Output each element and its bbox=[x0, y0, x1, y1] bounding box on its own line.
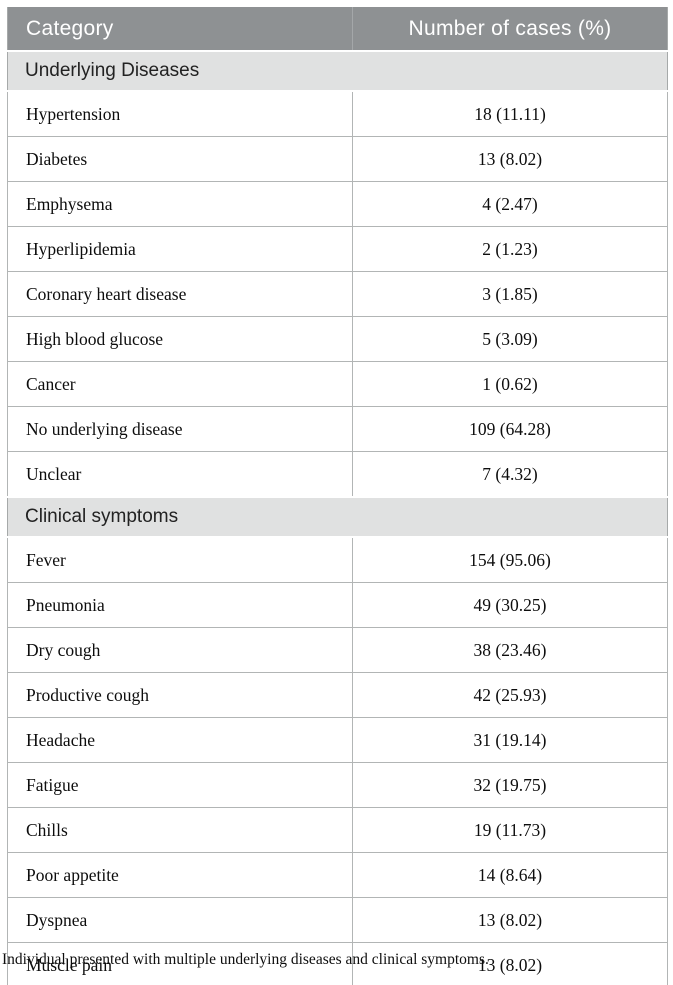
value-cell: 13 (8.02) bbox=[352, 897, 668, 943]
column-header-number-of-cases: Number of cases (%) bbox=[352, 7, 668, 51]
value-cell: 38 (23.46) bbox=[352, 627, 668, 673]
category-cell: No underlying disease bbox=[7, 406, 353, 452]
table-header: Category Number of cases (%) bbox=[7, 7, 668, 51]
table-row: Dry cough 38 (23.46) bbox=[7, 627, 668, 673]
category-cell: Hyperlipidemia bbox=[7, 226, 353, 272]
table-row: Hyperlipidemia 2 (1.23) bbox=[7, 226, 668, 272]
table-row: Chills 19 (11.73) bbox=[7, 807, 668, 853]
column-header-category: Category bbox=[7, 7, 353, 51]
table-row: Muscle pain 13 (8.02) bbox=[7, 942, 668, 985]
table-body: Underlying Diseases Hypertension 18 (11.11… bbox=[7, 50, 668, 985]
table-row: Pneumonia 49 (30.25) bbox=[7, 582, 668, 628]
value-cell: 1 (0.62) bbox=[352, 361, 668, 407]
category-cell: Pneumonia bbox=[7, 582, 353, 628]
value-cell: 32 (19.75) bbox=[352, 762, 668, 808]
table-footnote: Individual presented with multiple under… bbox=[2, 951, 489, 968]
category-cell: Fever bbox=[7, 536, 353, 583]
table-row: Hypertension 18 (11.11) bbox=[7, 90, 668, 137]
category-cell: Dyspnea bbox=[7, 897, 353, 943]
table-row: Fever 154 (95.06) bbox=[7, 536, 668, 583]
value-cell: 13 (8.02) bbox=[352, 942, 668, 985]
table-row: Diabetes 13 (8.02) bbox=[7, 136, 668, 182]
section-title: Underlying Diseases bbox=[7, 50, 668, 92]
value-cell: 7 (4.32) bbox=[352, 451, 668, 498]
category-cell: High blood glucose bbox=[7, 316, 353, 362]
category-cell: Emphysema bbox=[7, 181, 353, 227]
value-cell: 49 (30.25) bbox=[352, 582, 668, 628]
value-cell: 5 (3.09) bbox=[352, 316, 668, 362]
table-row: Emphysema 4 (2.47) bbox=[7, 181, 668, 227]
table-row: Coronary heart disease 3 (1.85) bbox=[7, 271, 668, 317]
category-cell: Hypertension bbox=[7, 90, 353, 137]
header-row: Category Number of cases (%) bbox=[7, 7, 668, 51]
table-row: Dyspnea 13 (8.02) bbox=[7, 897, 668, 943]
table-row: Poor appetite 14 (8.64) bbox=[7, 852, 668, 898]
cases-table: Category Number of cases (%) Underlying … bbox=[7, 7, 668, 985]
category-cell: Headache bbox=[7, 717, 353, 763]
category-cell: Chills bbox=[7, 807, 353, 853]
value-cell: 13 (8.02) bbox=[352, 136, 668, 182]
category-cell: Muscle pain bbox=[7, 942, 353, 985]
table-row: Fatigue 32 (19.75) bbox=[7, 762, 668, 808]
value-cell: 18 (11.11) bbox=[352, 90, 668, 137]
value-cell: 3 (1.85) bbox=[352, 271, 668, 317]
value-cell: 19 (11.73) bbox=[352, 807, 668, 853]
value-cell: 2 (1.23) bbox=[352, 226, 668, 272]
category-cell: Productive cough bbox=[7, 672, 353, 718]
section-header-row: Clinical symptoms bbox=[7, 496, 668, 538]
table-row: Headache 31 (19.14) bbox=[7, 717, 668, 763]
value-cell: 31 (19.14) bbox=[352, 717, 668, 763]
value-cell: 154 (95.06) bbox=[352, 536, 668, 583]
section-title: Clinical symptoms bbox=[7, 496, 668, 538]
value-cell: 4 (2.47) bbox=[352, 181, 668, 227]
value-cell: 14 (8.64) bbox=[352, 852, 668, 898]
category-cell: Coronary heart disease bbox=[7, 271, 353, 317]
category-cell: Dry cough bbox=[7, 627, 353, 673]
category-cell: Cancer bbox=[7, 361, 353, 407]
category-cell: Fatigue bbox=[7, 762, 353, 808]
table-row: Productive cough 42 (25.93) bbox=[7, 672, 668, 718]
category-cell: Diabetes bbox=[7, 136, 353, 182]
table-row: No underlying disease 109 (64.28) bbox=[7, 406, 668, 452]
table-row: Unclear 7 (4.32) bbox=[7, 451, 668, 498]
value-cell: 42 (25.93) bbox=[352, 672, 668, 718]
section-header-row: Underlying Diseases bbox=[7, 50, 668, 92]
category-cell: Unclear bbox=[7, 451, 353, 498]
category-cell: Poor appetite bbox=[7, 852, 353, 898]
table-row: Cancer 1 (0.62) bbox=[7, 361, 668, 407]
value-cell: 109 (64.28) bbox=[352, 406, 668, 452]
table-row: High blood glucose 5 (3.09) bbox=[7, 316, 668, 362]
